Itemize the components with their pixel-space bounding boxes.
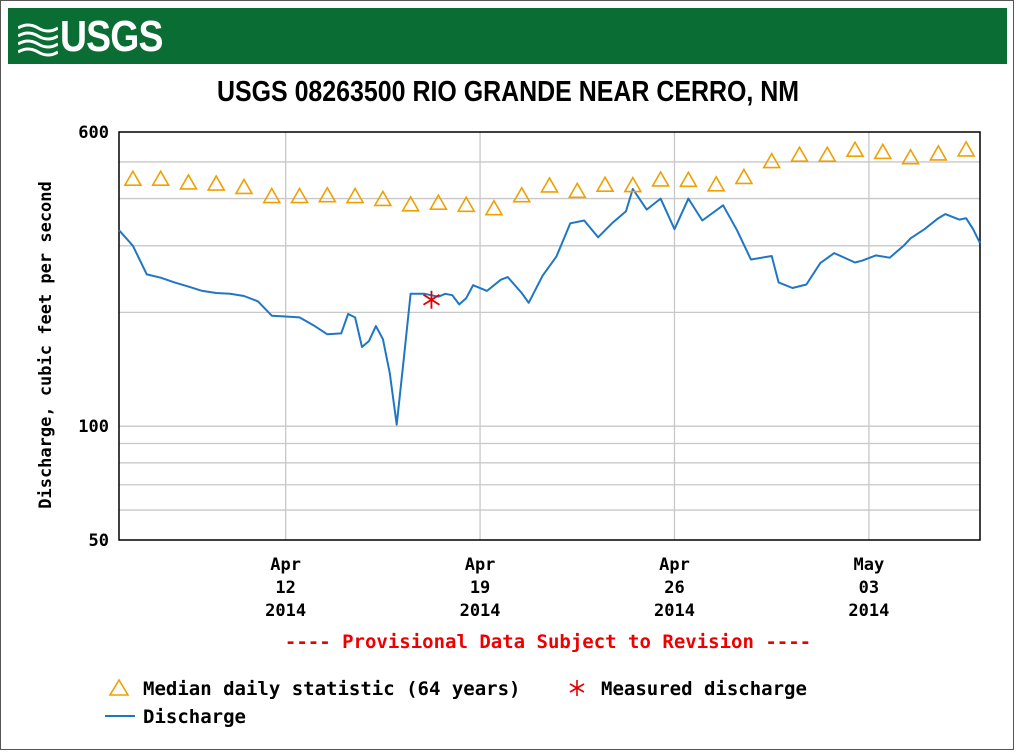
plot-border [118, 131, 981, 541]
y-tick-label: 600 [78, 123, 109, 143]
x-tick-label: 26 [664, 578, 684, 598]
median-marker [512, 186, 532, 203]
legend-discharge-label: Discharge [143, 706, 246, 728]
x-tick-label: 2014 [265, 601, 306, 621]
x-tick-label: 19 [470, 578, 490, 598]
median-marker [540, 176, 559, 193]
legend-median-label: Median daily statistic (64 years) [143, 678, 521, 700]
median-marker [179, 173, 198, 190]
median-marker [845, 140, 865, 158]
chart-title: USGS 08263500 RIO GRANDE NEAR CERRO, NM [216, 76, 800, 108]
median-marker [345, 186, 365, 204]
usgs-logo-text: USGS [60, 12, 163, 61]
x-tick-label: 12 [275, 578, 295, 598]
median-marker [873, 142, 893, 160]
measured-marker [422, 290, 440, 309]
median-marker [290, 186, 309, 204]
median-marker [595, 175, 615, 192]
median-marker [762, 151, 782, 169]
median-marker [123, 169, 143, 187]
median-marker [456, 195, 476, 213]
median-marker [706, 175, 726, 192]
discharge-line [118, 188, 981, 426]
median-marker [790, 145, 809, 162]
x-tick-label: 2014 [460, 601, 501, 621]
median-marker [817, 145, 837, 162]
median-marker [429, 193, 448, 210]
usgs-wave-icon [18, 23, 58, 57]
x-tick-label: 2014 [654, 601, 695, 621]
plot-area: 600 100 50 Apr 12 2014 Apr 19 2014 Apr 26 2014 May 03… [78, 123, 981, 621]
legend-discharge-line-icon [105, 715, 135, 717]
median-marker [262, 186, 282, 204]
x-tick-label: May [854, 555, 885, 575]
x-tick-label: Apr [465, 555, 496, 575]
usgs-banner: USGS [8, 8, 1007, 64]
median-marker [317, 186, 337, 203]
median-marker [623, 175, 643, 193]
median-marker [234, 177, 254, 195]
y-tick-label: 50 [89, 531, 109, 551]
median-marker [901, 148, 920, 165]
median-marker [373, 189, 393, 207]
median-marker [956, 140, 976, 157]
median-marker [678, 170, 698, 188]
median-marker [928, 144, 948, 161]
legend-median-triangle-icon [108, 678, 130, 696]
usgs-logo: USGS [18, 12, 168, 61]
median-marker [567, 181, 587, 199]
legend-measured-asterisk-icon [569, 680, 585, 696]
x-tick-label: 03 [859, 578, 879, 598]
median-marker [206, 174, 226, 191]
x-tick-label: Apr [270, 555, 301, 575]
legend-measured-label: Measured discharge [601, 678, 807, 700]
x-tick-label: 2014 [848, 601, 889, 621]
median-marker [401, 195, 421, 212]
median-marker [484, 199, 504, 216]
median-marker [734, 167, 754, 185]
median-marker [651, 170, 670, 187]
x-tick-label: Apr [659, 555, 690, 575]
median-marker [151, 169, 171, 187]
y-tick-label: 100 [78, 417, 109, 437]
provisional-note: ---- Provisional Data Subject to Revisio… [284, 631, 812, 653]
